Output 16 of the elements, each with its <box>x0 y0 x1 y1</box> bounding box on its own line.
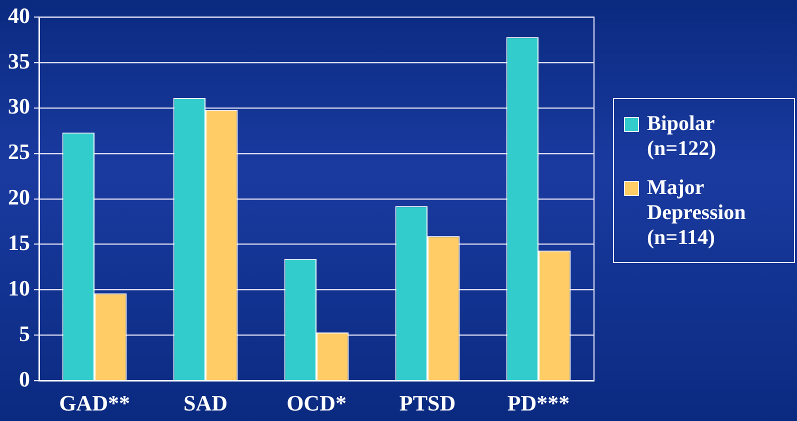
legend-label: Major Depression (n=114) <box>647 175 747 250</box>
y-tick-label: 35 <box>8 48 30 74</box>
x-tick-label: SAD <box>183 390 228 416</box>
x-tick-label: OCD* <box>286 390 346 416</box>
y-tick-label: 15 <box>8 230 30 256</box>
y-tick-label: 0 <box>19 366 30 392</box>
x-tick-label: GAD** <box>59 390 130 416</box>
y-tick-label: 40 <box>8 2 30 28</box>
x-tick-label: PTSD <box>399 390 456 416</box>
text: Bipolar (n=122) <box>647 111 718 161</box>
y-tick-label: 25 <box>8 139 30 164</box>
y-tick-label: 20 <box>8 184 30 210</box>
y-tick-label: 5 <box>19 320 30 346</box>
y-tick-label: 10 <box>8 275 30 300</box>
y-tick-label: 30 <box>8 94 30 119</box>
x-tick-label: PD*** <box>507 390 570 416</box>
